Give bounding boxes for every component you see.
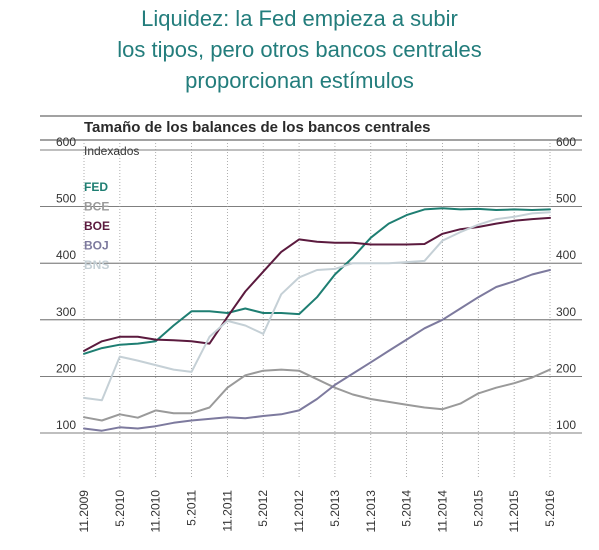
y-tick-label-right: 200 (556, 361, 576, 375)
headline: Liquidez: la Fed empieza a subir los tip… (0, 0, 599, 96)
x-tick-label: 11.2012 (292, 490, 306, 533)
x-tick-label: 11.2011 (220, 490, 234, 532)
x-tick-label: 5.2011 (185, 490, 199, 526)
legend-label-bce: BCE (84, 200, 109, 214)
y-tick-label-right: 100 (556, 418, 576, 432)
y-axis-unit-label: Indexados (84, 144, 139, 158)
headline-line-2: los tipos, pero otros bancos centrales (117, 37, 482, 62)
x-tick-label: 5.2015 (471, 490, 485, 527)
y-tick-label-left: 400 (56, 248, 76, 262)
x-tick-label: 5.2016 (543, 490, 557, 527)
x-tick-label: 5.2012 (256, 490, 270, 527)
legend-label-bns: BNS (84, 258, 109, 272)
legend-label-boj: BOJ (84, 239, 109, 253)
chart-subtitle: Tamaño de los balances de los bancos cen… (84, 119, 431, 136)
x-tick-label: 11.2009 (77, 490, 91, 533)
x-tick-label: 11.2014 (435, 490, 449, 533)
y-tick-label-right: 400 (556, 248, 576, 262)
series-line-bce (83, 368, 551, 422)
series-line-fed (83, 207, 551, 355)
legend-label-boe: BOE (84, 219, 110, 233)
y-tick-label-right: 600 (556, 135, 576, 149)
y-tick-label-left: 300 (56, 305, 76, 319)
y-tick-label-left: 100 (56, 418, 76, 432)
headline-line-3: proporcionan estímulos (185, 68, 414, 93)
headline-line-1: Liquidez: la Fed empieza a subir (141, 6, 458, 31)
x-tick-label: 11.2010 (149, 490, 163, 533)
y-tick-label-left: 500 (56, 192, 76, 206)
x-tick-label: 5.2013 (328, 490, 342, 527)
series-line-boj (83, 269, 551, 432)
x-tick-label: 5.2014 (400, 490, 414, 527)
x-tick-label: 5.2010 (113, 490, 127, 527)
y-tick-label-left: 600 (56, 135, 76, 149)
series-line-boe (83, 216, 551, 352)
y-tick-label-right: 300 (556, 305, 576, 319)
series-line-bns (83, 211, 551, 402)
x-tick-label: 11.2015 (507, 490, 521, 533)
x-tick-label: 11.2013 (364, 490, 378, 533)
y-tick-label-left: 200 (56, 361, 76, 375)
y-tick-label-right: 500 (556, 192, 576, 206)
legend-label-fed: FED (84, 180, 108, 194)
